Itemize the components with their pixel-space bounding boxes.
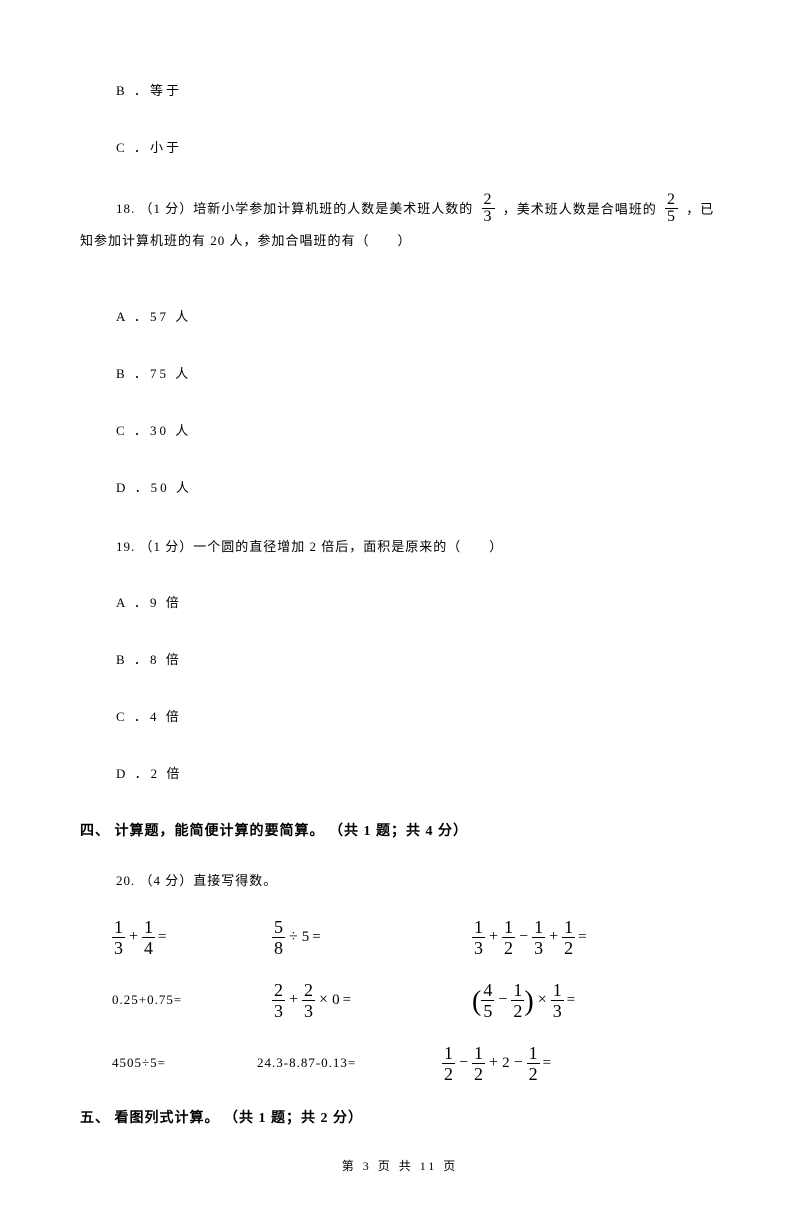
- calc-row-1: 13 + 14 = 58 ÷ 5 = 13 + 12 − 13 + 12 =: [80, 918, 720, 957]
- q19-option-c: C ．4 倍: [80, 706, 720, 725]
- fraction-2-5: 2 5: [665, 192, 678, 225]
- option-b: B ．等于: [80, 80, 720, 99]
- q18-option-c: C ．30 人: [80, 420, 720, 439]
- section-4-heading: 四、 计算题，能简便计算的要简算。 （共 1 题；共 4 分）: [80, 820, 720, 840]
- q18-option-a: A ．57 人: [80, 306, 720, 325]
- question-18: 18. （1 分）培新小学参加计算机班的人数是美术班人数的 2 3 ，美术班人数…: [80, 194, 720, 256]
- fraction-2-3: 2 3: [482, 192, 495, 225]
- page-footer: 第 3 页 共 11 页: [80, 1157, 720, 1174]
- question-20: 20. （4 分）直接写得数。: [80, 868, 720, 894]
- question-19: 19. （1 分）一个圆的直径增加 2 倍后，面积是原来的（ ）: [80, 534, 720, 560]
- q19-option-b: B ．8 倍: [80, 649, 720, 668]
- section-5-heading: 五、 看图列式计算。 （共 1 题；共 2 分）: [80, 1107, 720, 1127]
- q19-option-a: A ．9 倍: [80, 592, 720, 611]
- q18-option-b: B ．75 人: [80, 363, 720, 382]
- q19-option-d: D ．2 倍: [80, 763, 720, 782]
- q18-option-d: D ．50 人: [80, 477, 720, 496]
- calc-row-2: 0.25+0.75= 23 + 23 × 0 = ( 45 − 12 ) × 1…: [80, 981, 720, 1020]
- option-c: C ．小于: [80, 137, 720, 156]
- calc-row-3: 4505÷5= 24.3-8.87-0.13= 12 − 12 + 2 − 12…: [80, 1044, 720, 1083]
